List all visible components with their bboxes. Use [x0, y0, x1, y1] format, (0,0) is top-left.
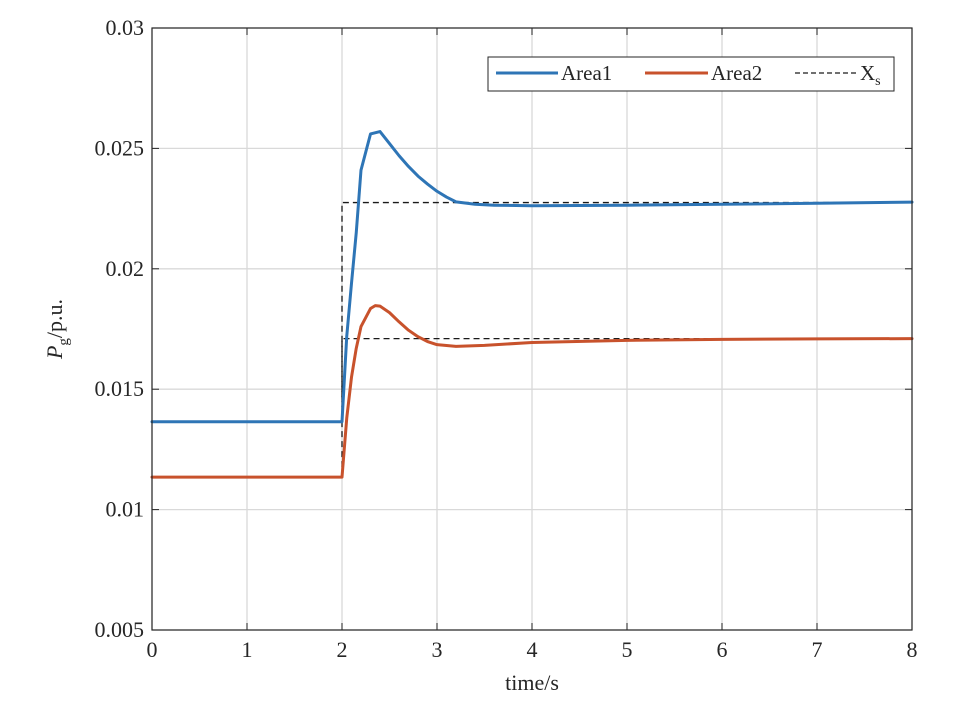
- x-tick-label: 6: [717, 637, 728, 662]
- legend-label-area1: Area1: [561, 61, 612, 85]
- y-axis-label-main: P: [42, 346, 67, 360]
- y-tick-label: 0.005: [95, 617, 145, 642]
- y-tick-labels: 0.005 0.01 0.015 0.02 0.025 0.03: [95, 15, 145, 642]
- legend-label-xs-main: X: [860, 61, 875, 85]
- y-axis-label-sub: g: [56, 338, 72, 346]
- legend-label-area2: Area2: [711, 61, 762, 85]
- y-axis-label: Pg/p.u.: [42, 299, 72, 360]
- series-line-area1: [150, 130, 914, 424]
- tick-marks: [151, 27, 913, 631]
- legend: Area1 Area2 Xs: [487, 56, 895, 92]
- x-tick-label: 5: [622, 637, 633, 662]
- legend-label-xs: Xs: [860, 61, 881, 89]
- y-tick-label: 0.02: [106, 256, 145, 281]
- y-tick-label: 0.01: [106, 497, 145, 522]
- legend-label-xs-sub: s: [875, 74, 880, 89]
- y-tick-label: 0.015: [95, 376, 145, 401]
- x-tick-label: 8: [907, 637, 918, 662]
- y-tick-label: 0.03: [106, 15, 145, 40]
- x-tick-label: 3: [432, 637, 443, 662]
- x-tick-label: 7: [812, 637, 823, 662]
- y-tick-label: 0.025: [95, 135, 145, 160]
- x-tick-label: 0: [147, 637, 158, 662]
- x-tick-label: 2: [337, 637, 348, 662]
- x-tick-label: 1: [242, 637, 253, 662]
- x-tick-labels: 0 1 2 3 4 5 6 7 8: [147, 637, 918, 662]
- x-axis-label: time/s: [505, 670, 559, 695]
- x-tick-label: 4: [527, 637, 538, 662]
- y-axis-label-unit: /p.u.: [42, 299, 67, 338]
- series-line-area2: [150, 304, 914, 479]
- series-layer: [150, 130, 914, 479]
